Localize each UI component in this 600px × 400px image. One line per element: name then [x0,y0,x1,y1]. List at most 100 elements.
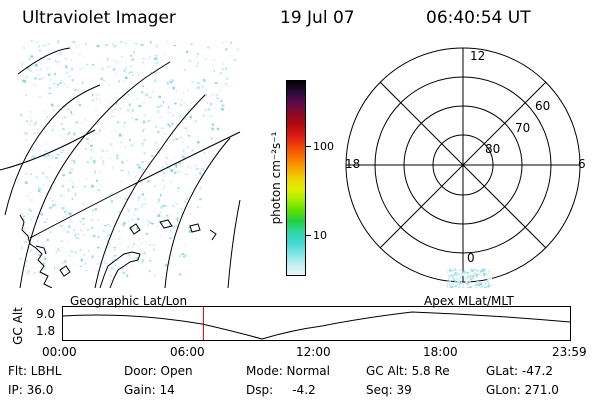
emission-speck [39,95,42,97]
polar-emission-speck [462,286,465,288]
emission-speck [84,263,87,265]
emission-speck [137,218,140,221]
emission-speck [116,102,119,105]
emission-speck [99,262,103,264]
emission-speck [120,267,124,270]
emission-speck [147,179,150,183]
polar-emission-speck [470,274,473,277]
emission-speck [165,66,167,69]
emission-speck [101,149,105,152]
emission-speck [146,93,148,97]
polar-emission-speck [466,272,469,274]
emission-speck [163,133,166,135]
emission-speck [33,40,35,42]
emission-speck [133,213,136,217]
emission-speck [48,92,51,94]
emission-speck [221,85,224,87]
emission-speck [68,225,71,229]
emission-speck [53,109,55,111]
emission-speck [141,183,144,185]
emission-speck [123,187,127,189]
polar-emission-speck [456,280,458,283]
emission-speck [207,109,210,111]
timeline-ytick-high: 9.0 [36,307,56,321]
emission-speck [26,272,30,275]
emission-speck [157,106,160,109]
polar-emission-speck [474,283,477,286]
emission-speck [49,92,52,94]
emission-speck [117,264,120,267]
emission-speck [71,67,73,71]
emission-speck [96,262,100,265]
colorbar-tick-10 [306,235,311,236]
emission-speck [166,60,169,64]
emission-speck [136,98,139,100]
emission-speck [25,75,28,78]
emission-speck [81,67,85,69]
emission-speck [37,235,39,238]
polar-emission-speck [482,269,484,272]
emission-speck [94,108,97,111]
emission-speck [132,117,134,119]
emission-speck [71,197,73,200]
emission-speck [217,127,220,131]
emission-speck [125,42,128,45]
polar-emission-speck [462,271,466,274]
emission-speck [60,53,63,55]
emission-speck [56,52,59,56]
emission-speck [60,109,64,111]
emission-speck [36,240,38,242]
emission-speck [180,99,182,101]
emission-speck [102,176,104,178]
emission-speck [127,245,130,248]
emission-speck [153,274,156,276]
polar-emission-speck [450,269,453,272]
emission-speck [170,81,173,84]
emission-speck [199,198,202,201]
emission-speck [177,190,180,192]
emission-speck [123,121,126,125]
emission-speck [61,246,64,249]
emission-speck [23,215,26,217]
emission-speck [143,199,146,201]
emission-speck [44,257,47,260]
emission-speck [155,54,158,57]
emission-speck [136,43,138,45]
emission-speck [86,177,88,180]
emission-speck [221,104,225,107]
emission-speck [26,195,29,198]
emission-speck [80,122,83,125]
emission-speck [191,81,194,83]
emission-speck [165,215,169,217]
emission-speck [120,41,123,43]
color-scale-gradient [287,81,305,275]
emission-speck [32,266,35,269]
emission-speck [45,143,48,146]
emission-speck [147,223,149,226]
emission-speck [62,240,65,242]
emission-speck [163,184,166,188]
emission-speck [133,141,135,144]
emission-speck [169,181,171,184]
emission-speck [74,138,76,141]
emission-speck [39,272,42,276]
emission-speck [157,110,160,113]
emission-speck [75,101,77,103]
emission-speck [196,157,199,160]
emission-speck [107,245,110,248]
emission-speck [169,237,172,240]
emission-speck [222,62,224,66]
polar-emission-speck [460,273,462,275]
emission-speck [184,244,187,246]
emission-speck [222,41,225,44]
emission-speck [225,67,228,70]
emission-speck [149,221,151,224]
emission-speck [38,73,40,76]
emission-speck [236,48,240,52]
emission-speck [182,155,185,159]
emission-speck [168,112,171,114]
emission-speck [80,229,83,232]
emission-speck [91,184,94,188]
emission-speck [69,250,72,253]
emission-speck [120,180,124,183]
